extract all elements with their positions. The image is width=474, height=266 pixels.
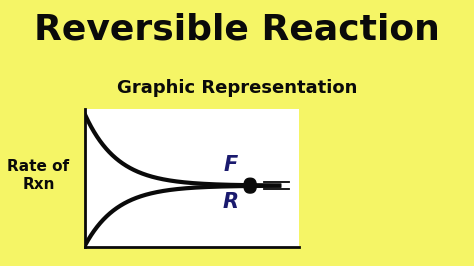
Text: F: F <box>224 155 238 175</box>
Text: R: R <box>223 192 239 212</box>
Text: Reversible Reaction: Reversible Reaction <box>34 13 440 47</box>
Text: Graphic Representation: Graphic Representation <box>117 79 357 97</box>
Polygon shape <box>244 178 256 193</box>
Text: Rate of
Rxn: Rate of Rxn <box>7 159 70 192</box>
